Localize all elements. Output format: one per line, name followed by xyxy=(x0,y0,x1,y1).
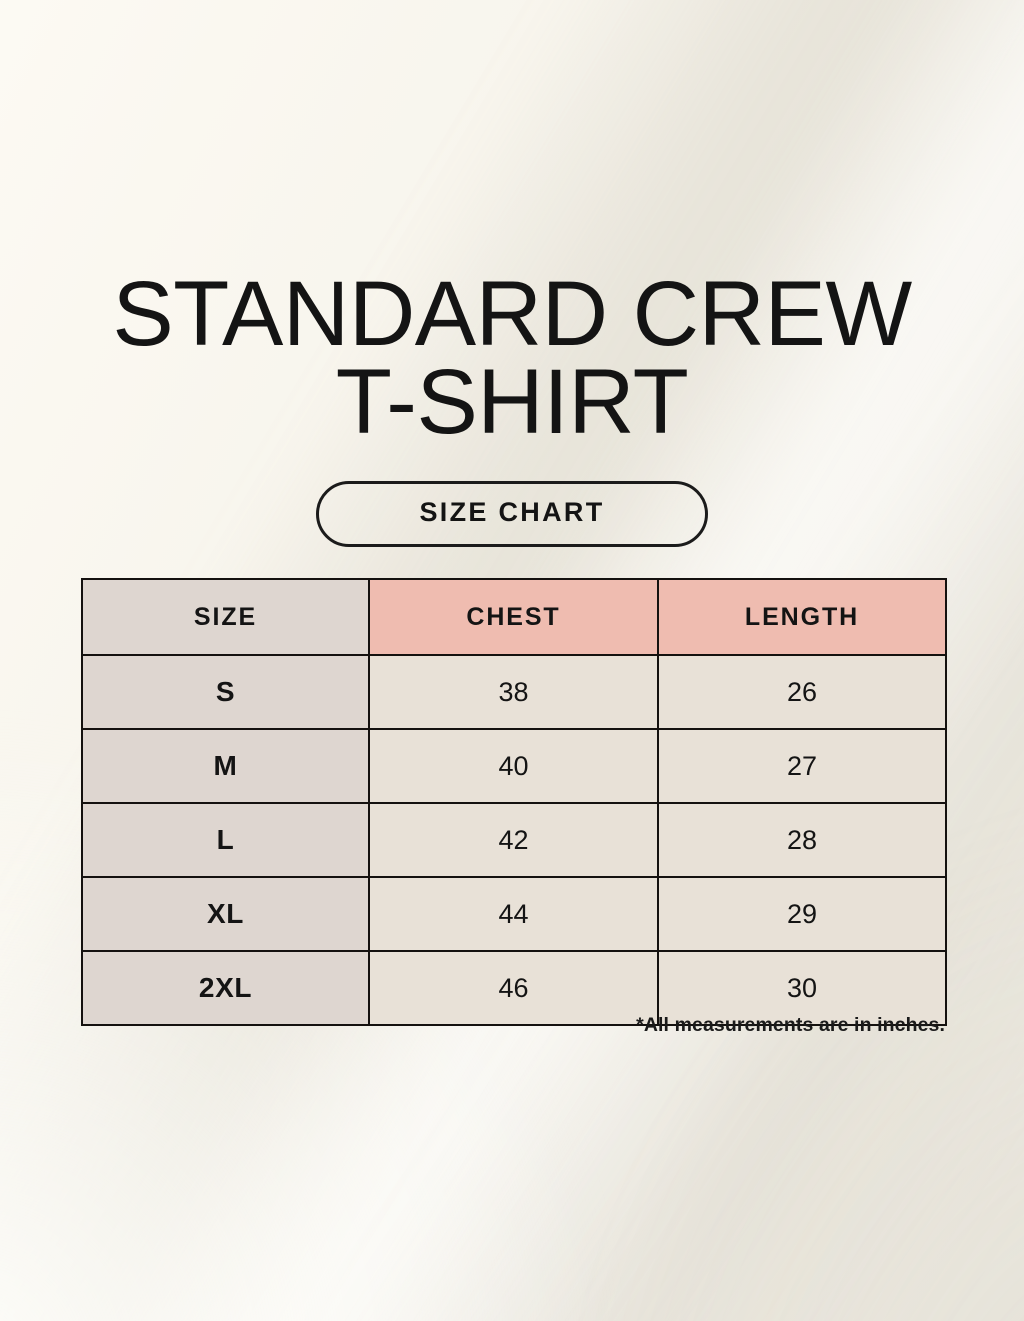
column-header-length: LENGTH xyxy=(657,578,947,656)
size-chart-badge: SIZE CHART xyxy=(316,481,708,547)
cell-chest: 44 xyxy=(368,876,659,952)
cell-size: L xyxy=(81,802,370,878)
column-header-chest: CHEST xyxy=(368,578,659,656)
size-chart-table-wrapper: SIZE CHEST LENGTH S 38 26 M 40 27 xyxy=(81,578,947,1026)
cell-length: 26 xyxy=(657,654,947,730)
size-chart-badge-wrapper: SIZE CHART xyxy=(0,481,1024,547)
table-row: L 42 28 xyxy=(81,802,947,878)
size-chart-table: SIZE CHEST LENGTH S 38 26 M 40 27 xyxy=(81,578,947,1026)
table-row: S 38 26 xyxy=(81,654,947,730)
cell-size: XL xyxy=(81,876,370,952)
cell-chest: 40 xyxy=(368,728,659,804)
cell-size: S xyxy=(81,654,370,730)
measurement-units-note: *All measurements are in inches. xyxy=(636,1014,945,1036)
table-row: XL 44 29 xyxy=(81,876,947,952)
table-header-row: SIZE CHEST LENGTH xyxy=(81,578,947,656)
table-body: S 38 26 M 40 27 L 42 28 XL xyxy=(81,654,947,1026)
cell-length: 28 xyxy=(657,802,947,878)
cell-chest: 42 xyxy=(368,802,659,878)
page-title-line-2: T-SHIRT xyxy=(335,351,689,453)
cell-length: 29 xyxy=(657,876,947,952)
table-row: M 40 27 xyxy=(81,728,947,804)
cell-chest: 38 xyxy=(368,654,659,730)
page-title-line-1: STANDARD CREW xyxy=(112,263,912,365)
column-header-size: SIZE xyxy=(81,578,370,656)
cell-size: M xyxy=(81,728,370,804)
table-header: SIZE CHEST LENGTH xyxy=(81,578,947,656)
page-title: STANDARD CREW T-SHIRT xyxy=(0,263,1024,453)
cell-length: 27 xyxy=(657,728,947,804)
